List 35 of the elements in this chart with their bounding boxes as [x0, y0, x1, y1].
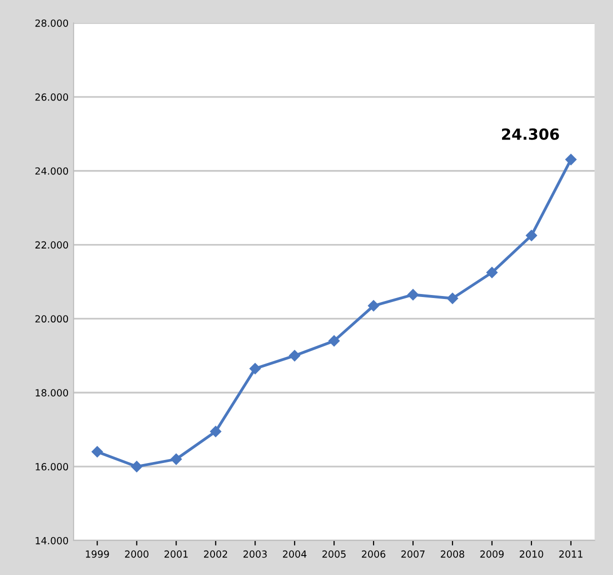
- point: [210, 426, 222, 438]
- x-tick-label: 2007: [401, 550, 425, 558]
- point: [250, 363, 261, 374]
- x-tick-label: 2000: [125, 550, 148, 558]
- x-tick-label: 2001: [164, 550, 188, 558]
- point: [368, 300, 380, 312]
- y-tick-label: 18.000: [36, 389, 68, 396]
- point: [446, 292, 458, 304]
- point: [328, 335, 340, 346]
- y-tick-label: 22.000: [35, 241, 68, 249]
- y-tick-label: 24.000: [35, 167, 68, 175]
- x-tick-label: 2005: [322, 550, 346, 558]
- point: [565, 154, 577, 166]
- x-tick-label: 2002: [204, 550, 228, 558]
- x-tick-label: 2006: [362, 550, 386, 558]
- point: [289, 350, 300, 362]
- point: [407, 289, 419, 300]
- y-tick-label: 14.000: [36, 536, 68, 544]
- x-tick-label: 1999: [86, 550, 109, 558]
- x-tick-label: 2003: [243, 550, 267, 558]
- point: [92, 446, 103, 458]
- y-tick-label: 26.000: [35, 93, 68, 101]
- point: [131, 460, 142, 472]
- point: [170, 454, 182, 465]
- y-tick-label: 28.000: [35, 19, 68, 27]
- y-tick-label: 16.000: [36, 463, 68, 470]
- x-tick-label: 2008: [440, 550, 464, 558]
- x-tick-label: 2010: [520, 550, 544, 558]
- x-tick-label: 2004: [282, 550, 306, 558]
- annotation: 24.306: [502, 128, 559, 140]
- point: [486, 266, 498, 278]
- y-tick-label: 20.000: [35, 315, 68, 323]
- x-tick-label: 2009: [480, 550, 504, 558]
- point: [526, 230, 538, 242]
- x-tick-label: 2011: [559, 550, 582, 558]
